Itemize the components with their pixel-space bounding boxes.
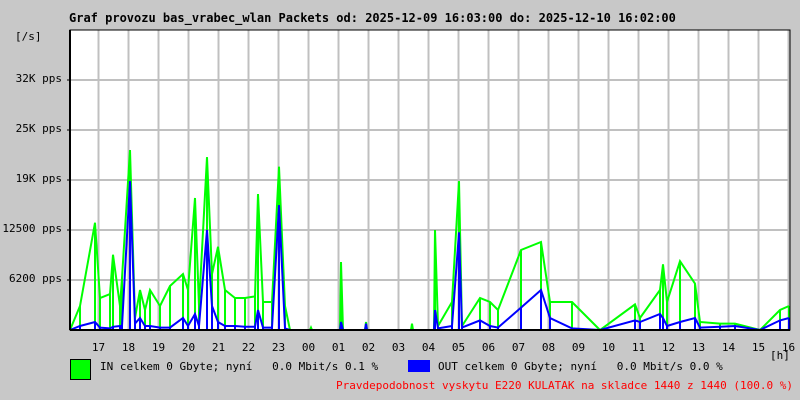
legend-out-text: OUT celkem 0 Gbyte; nyní 0.0 Mbit/s 0.0 … [438, 360, 723, 373]
y-tick-label: 6200 pps [9, 272, 62, 285]
legend-in-text: IN celkem 0 Gbyte; nyní 0.0 Mbit/s 0.1 % [100, 360, 379, 373]
y-tick-label: 12500 pps [2, 222, 62, 235]
x-tick-label: 15 [751, 341, 766, 354]
x-tick-label: 18 [121, 341, 136, 354]
footer-note: Pravdepodobnost vyskytu E220 KULATAK na … [336, 379, 793, 392]
x-tick-label: 05 [451, 341, 466, 354]
x-tick-label: 04 [421, 341, 436, 354]
x-tick-label: 01 [331, 341, 346, 354]
x-axis-unit: [h] [770, 349, 790, 362]
x-tick-label: 22 [241, 341, 256, 354]
y-tick-label: 25K pps [15, 122, 62, 135]
legend-in-swatch [70, 359, 91, 380]
x-tick-label: 00 [301, 341, 316, 354]
legend-out-swatch [408, 360, 430, 372]
x-tick-label: 06 [481, 341, 496, 354]
x-tick-label: 07 [511, 341, 526, 354]
x-tick-label: 11 [631, 341, 646, 354]
x-tick-label: 16 [781, 341, 796, 354]
x-tick-label: 20 [181, 341, 196, 354]
x-tick-label: 17 [91, 341, 106, 354]
x-tick-label: 09 [571, 341, 586, 354]
x-tick-label: 21 [211, 341, 226, 354]
x-tick-label: 12 [661, 341, 676, 354]
x-tick-label: 19 [151, 341, 166, 354]
x-tick-label: 13 [691, 341, 706, 354]
y-tick-label: 19K pps [15, 172, 62, 185]
y-tick-label: 32K pps [15, 72, 62, 85]
x-tick-label: 10 [601, 341, 616, 354]
x-tick-label: 23 [271, 341, 286, 354]
x-tick-label: 03 [391, 341, 406, 354]
y-axis-unit: [/s] [15, 30, 42, 43]
chart-title: Graf provozu bas_vrabec_wlan Packets od:… [69, 11, 676, 25]
x-tick-label: 08 [541, 341, 556, 354]
x-tick-label: 14 [721, 341, 736, 354]
x-tick-label: 02 [361, 341, 376, 354]
